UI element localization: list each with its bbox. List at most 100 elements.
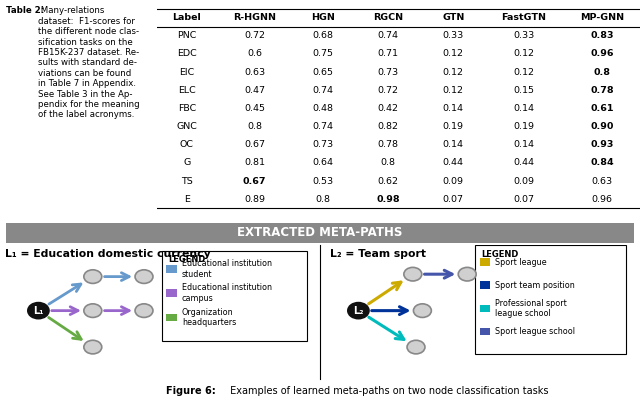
- Text: 0.44: 0.44: [443, 158, 464, 167]
- Text: 0.89: 0.89: [244, 195, 265, 204]
- Text: EDC: EDC: [177, 49, 196, 58]
- Text: 0.74: 0.74: [312, 122, 333, 131]
- Circle shape: [458, 267, 476, 281]
- Text: Figure 6:: Figure 6:: [166, 386, 216, 396]
- Text: L₁ = Education domestic currency: L₁ = Education domestic currency: [5, 249, 211, 259]
- Bar: [166, 289, 177, 297]
- Text: 0.82: 0.82: [378, 122, 399, 131]
- Text: 0.53: 0.53: [312, 177, 333, 185]
- Circle shape: [404, 267, 422, 281]
- Text: 0.48: 0.48: [312, 104, 333, 113]
- Text: 0.72: 0.72: [244, 31, 265, 40]
- Bar: [475, 245, 626, 354]
- Text: 0.44: 0.44: [513, 158, 534, 167]
- Text: HGN: HGN: [310, 13, 335, 22]
- Circle shape: [413, 304, 431, 318]
- Bar: [161, 251, 307, 341]
- Circle shape: [135, 270, 153, 284]
- Text: 0.47: 0.47: [244, 86, 265, 95]
- Text: GNC: GNC: [177, 122, 197, 131]
- Text: 0.64: 0.64: [312, 158, 333, 167]
- Text: 0.78: 0.78: [378, 140, 399, 149]
- Text: 0.12: 0.12: [513, 49, 534, 58]
- Text: Label: Label: [172, 13, 201, 22]
- Text: 0.07: 0.07: [513, 195, 534, 204]
- Text: 0.90: 0.90: [591, 122, 614, 131]
- Text: 0.72: 0.72: [378, 86, 399, 95]
- Circle shape: [84, 304, 102, 318]
- Circle shape: [348, 303, 369, 319]
- Bar: [480, 258, 490, 266]
- Circle shape: [84, 270, 102, 284]
- Circle shape: [135, 304, 153, 318]
- Text: Educational institution
student: Educational institution student: [182, 259, 272, 279]
- Circle shape: [84, 340, 102, 354]
- Text: L₁: L₁: [33, 306, 44, 315]
- Bar: [480, 281, 490, 289]
- Text: 0.14: 0.14: [513, 140, 534, 149]
- Bar: [6, 223, 634, 243]
- Text: TS: TS: [181, 177, 193, 185]
- Text: LEGEND: LEGEND: [482, 250, 519, 259]
- Text: 0.75: 0.75: [312, 49, 333, 58]
- Text: Sport league: Sport league: [495, 258, 547, 267]
- Text: 0.71: 0.71: [378, 49, 399, 58]
- Text: 0.96: 0.96: [591, 195, 612, 204]
- Text: MP-GNN: MP-GNN: [580, 13, 624, 22]
- Text: 0.14: 0.14: [443, 104, 464, 113]
- Text: 0.09: 0.09: [443, 177, 464, 185]
- Text: 0.8: 0.8: [594, 68, 611, 77]
- Text: EXTRACTED META-PATHS: EXTRACTED META-PATHS: [237, 226, 403, 239]
- Text: L₂ = Team sport: L₂ = Team sport: [330, 249, 426, 259]
- Text: 0.8: 0.8: [380, 158, 396, 167]
- Text: Educational institution
campus: Educational institution campus: [182, 284, 272, 303]
- Text: 0.12: 0.12: [513, 68, 534, 77]
- Text: Organization
headquarters: Organization headquarters: [182, 308, 236, 327]
- Text: Sport team position: Sport team position: [495, 281, 575, 290]
- Text: 0.12: 0.12: [443, 68, 464, 77]
- Text: 0.12: 0.12: [443, 86, 464, 95]
- Text: 0.07: 0.07: [443, 195, 464, 204]
- Text: 0.42: 0.42: [378, 104, 399, 113]
- Text: EIC: EIC: [179, 68, 195, 77]
- Text: 0.63: 0.63: [244, 68, 266, 77]
- Text: 0.83: 0.83: [590, 31, 614, 40]
- Text: 0.84: 0.84: [590, 158, 614, 167]
- Text: 0.63: 0.63: [591, 177, 612, 185]
- Text: FBC: FBC: [178, 104, 196, 113]
- Text: 0.65: 0.65: [312, 68, 333, 77]
- Text: GTN: GTN: [442, 13, 465, 22]
- Text: G: G: [183, 158, 191, 167]
- Text: 0.12: 0.12: [443, 49, 464, 58]
- Text: 0.74: 0.74: [378, 31, 399, 40]
- Text: 0.14: 0.14: [513, 104, 534, 113]
- Text: 0.33: 0.33: [513, 31, 534, 40]
- Text: 0.61: 0.61: [590, 104, 614, 113]
- Text: L₂: L₂: [353, 306, 364, 315]
- Text: Professional sport
league school: Professional sport league school: [495, 299, 567, 318]
- Bar: [480, 305, 490, 312]
- Text: Table 2:: Table 2:: [6, 6, 45, 15]
- Text: LEGEND: LEGEND: [168, 255, 205, 264]
- Text: OC: OC: [180, 140, 194, 149]
- Text: 0.8: 0.8: [247, 122, 262, 131]
- Text: 0.45: 0.45: [244, 104, 265, 113]
- Text: 0.96: 0.96: [590, 49, 614, 58]
- Text: 0.81: 0.81: [244, 158, 265, 167]
- Circle shape: [28, 303, 49, 319]
- Text: 0.14: 0.14: [443, 140, 464, 149]
- Text: 0.73: 0.73: [312, 140, 333, 149]
- Text: 0.15: 0.15: [513, 86, 534, 95]
- Text: 0.19: 0.19: [513, 122, 534, 131]
- Text: ELC: ELC: [178, 86, 196, 95]
- Text: 0.67: 0.67: [244, 140, 265, 149]
- Text: FastGTN: FastGTN: [501, 13, 547, 22]
- Bar: [166, 265, 177, 273]
- Text: 0.93: 0.93: [591, 140, 614, 149]
- Text: 0.98: 0.98: [376, 195, 400, 204]
- Text: 0.68: 0.68: [312, 31, 333, 40]
- Text: 0.62: 0.62: [378, 177, 399, 185]
- Text: 0.78: 0.78: [590, 86, 614, 95]
- Text: 0.74: 0.74: [312, 86, 333, 95]
- Text: Sport league school: Sport league school: [495, 327, 575, 336]
